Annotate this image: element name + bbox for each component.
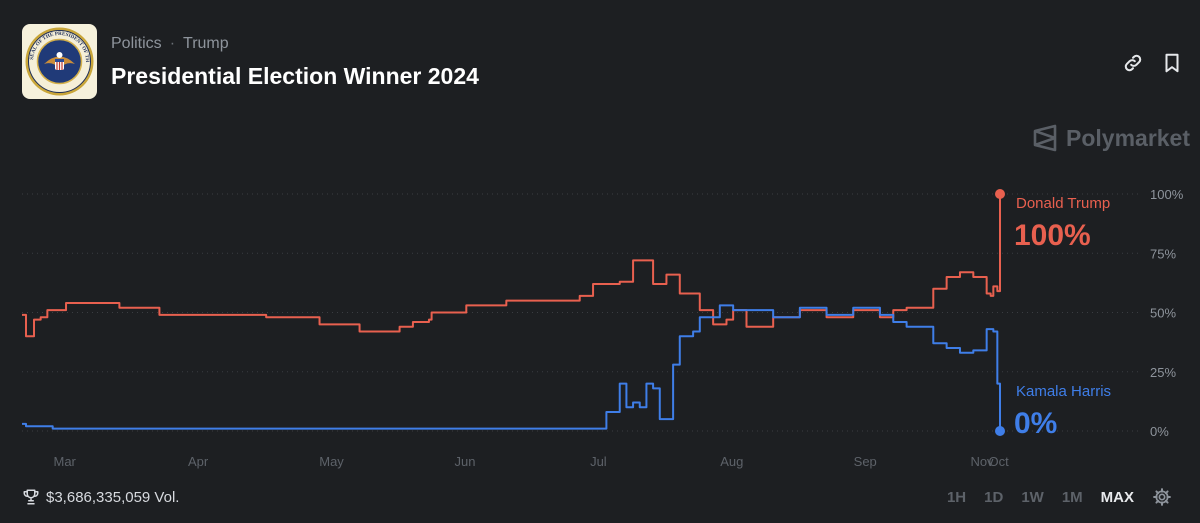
bookmark-button[interactable] [1160,51,1184,75]
page-title: Presidential Election Winner 2024 [111,63,479,89]
harris-endpoint [995,426,1005,436]
harris-legend-name: Kamala Harris [1016,383,1111,400]
breadcrumb-politics[interactable]: Politics [111,35,162,52]
x-tick-label: Nov [970,454,994,469]
x-tick-label: Mar [54,454,77,469]
trump-line[interactable] [22,194,1001,338]
gear-icon[interactable] [1152,487,1172,507]
time-range-selector: 1H 1D 1W 1M MAX [947,487,1172,507]
volume-text: $3,686,335,059 Vol. [46,488,180,506]
copy-link-button[interactable] [1121,51,1145,75]
trump-legend-percent: 100% [1014,219,1091,252]
volume-info: $3,686,335,059 Vol. [22,488,179,506]
y-tick-label: 50% [1150,306,1176,321]
x-tick-label: Oct [989,454,1010,469]
y-tick-label: 25% [1150,365,1176,380]
trump-legend-name: Donald Trump [1016,195,1110,212]
link-icon [1124,54,1142,72]
range-1d[interactable]: 1D [984,488,1004,506]
harris-legend-percent: 0% [1014,407,1057,440]
x-tick-label: Jun [454,454,475,469]
x-tick-label: May [319,454,344,469]
x-tick-label: Jul [590,454,607,469]
bookmark-icon [1165,53,1179,73]
trump-endpoint [995,189,1005,199]
polymarket-logo-icon [1033,124,1057,152]
y-tick-label: 100% [1150,187,1184,202]
x-tick-label: Sep [854,454,877,469]
price-history-chart[interactable]: 100% 75% 50% 25% 0% Mar Apr May Jun Jul Aug Sep OctN… [0,170,1200,470]
market-thumbnail: SEAL OF THE PRESIDENT OF THE UNITED STAT… [22,24,97,99]
y-tick-label: 75% [1150,246,1176,261]
presidential-seal-icon: SEAL OF THE PRESIDENT OF THE UNITED STAT… [22,24,94,96]
polymarket-brand: Polymarket [1032,124,1190,152]
range-max[interactable]: MAX [1100,488,1134,506]
breadcrumb-trump[interactable]: Trump [183,35,229,52]
breadcrumb: Politics · Trump [111,35,229,53]
x-tick-label: Apr [188,454,209,469]
brand-name: Polymarket [1066,124,1191,151]
trophy-icon [23,489,39,505]
y-tick-label: 0% [1150,424,1169,439]
breadcrumb-separator: · [169,35,176,52]
harris-line[interactable] [22,304,1001,431]
range-1h[interactable]: 1H [946,488,967,506]
range-1w[interactable]: 1W [1021,488,1044,506]
range-1m[interactable]: 1M [1061,488,1083,506]
x-tick-label: Aug [720,454,743,469]
